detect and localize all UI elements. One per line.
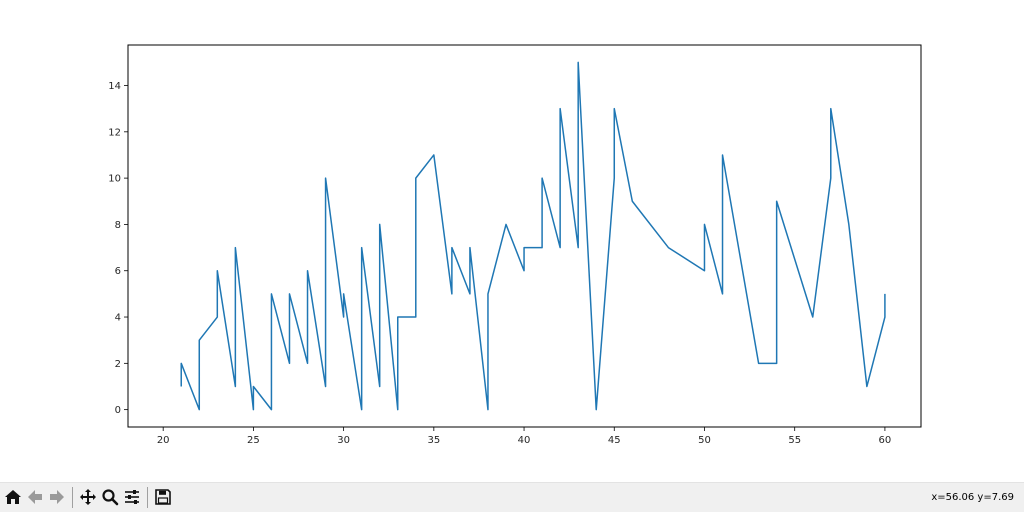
figure-canvas: 20 25 30 35 40 45 50 55 60 0 2 4 6 8 10 12 14 — [108, 44, 922, 446]
toolbar-separator — [147, 487, 148, 508]
y-tick-label: 12 — [108, 127, 121, 138]
back-button[interactable] — [24, 486, 46, 508]
y-tick-label: 14 — [108, 81, 121, 92]
x-tick-label: 60 — [879, 435, 892, 446]
x-tick-label: 55 — [788, 435, 801, 446]
toolbar-separator — [72, 487, 73, 508]
axes-frame — [127, 44, 922, 428]
configure-subplots-button[interactable] — [121, 486, 143, 508]
y-tick-label: 4 — [115, 313, 121, 324]
y-tick-label: 8 — [115, 220, 121, 231]
magnifier-icon — [102, 489, 119, 506]
home-icon — [5, 490, 21, 504]
y-tick-label: 6 — [115, 266, 121, 277]
y-tick-label: 10 — [108, 174, 121, 185]
x-tick-label: 25 — [247, 435, 260, 446]
arrow-left-icon — [28, 490, 42, 504]
arrow-right-icon — [50, 490, 64, 504]
x-tick-label: 20 — [157, 435, 170, 446]
x-tick-label: 45 — [608, 435, 621, 446]
line-chart: 20 25 30 35 40 45 50 55 60 0 2 4 6 8 10 12 14 — [108, 44, 922, 446]
y-tick-label: 2 — [115, 359, 121, 370]
zoom-button[interactable] — [99, 486, 121, 508]
cursor-coordinates: x=56.06 y=7.69 — [931, 492, 1014, 503]
pan-button[interactable] — [77, 486, 99, 508]
move-icon — [80, 489, 96, 505]
x-tick-label: 35 — [427, 435, 440, 446]
x-tick-label: 50 — [698, 435, 711, 446]
save-button[interactable] — [152, 486, 174, 508]
floppy-disk-icon — [155, 489, 171, 505]
forward-button[interactable] — [46, 486, 68, 508]
y-tick-label: 0 — [115, 405, 121, 416]
x-tick-label: 30 — [337, 435, 350, 446]
navigation-toolbar: x=56.06 y=7.69 — [0, 482, 1024, 512]
home-button[interactable] — [2, 486, 24, 508]
series-line-0 — [180, 61, 886, 411]
x-tick-label: 40 — [518, 435, 531, 446]
sliders-icon — [125, 490, 139, 504]
